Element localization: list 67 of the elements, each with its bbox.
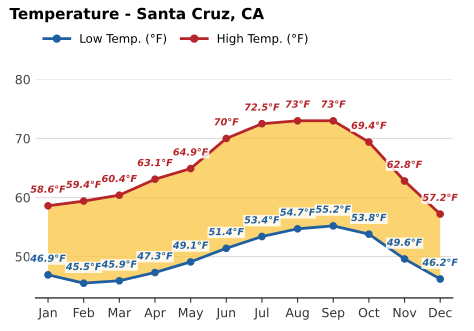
data-label: 64.9°F (173, 148, 208, 156)
data-label: 49.1°F (172, 241, 208, 249)
data-label: 72.5°F (244, 103, 280, 111)
data-label: 46.2°F (422, 258, 458, 266)
point (44, 271, 52, 279)
x-tick-label: Dec (429, 308, 452, 318)
data-label: 63.1°F (138, 158, 173, 166)
data-label: 53.8°F (351, 214, 387, 222)
data-label: 46.9°F (30, 254, 66, 262)
legend-label: Low Temp. (°F) (80, 34, 166, 46)
data-label: 73°F (286, 100, 310, 108)
point (80, 197, 88, 205)
data-label: 54.7°F (280, 208, 316, 216)
data-label: 62.8°F (387, 160, 422, 168)
y-tick-label: 70 (16, 134, 30, 144)
x-tick-label: Feb (74, 308, 94, 318)
point (186, 164, 194, 172)
point (186, 258, 194, 266)
data-label: 70°F (214, 118, 239, 126)
data-label: 45.9°F (102, 260, 137, 268)
data-label: 49.6°F (386, 238, 422, 246)
point (151, 268, 159, 276)
x-tick-label: Nov (394, 308, 416, 318)
data-label: 53.4°F (244, 216, 280, 224)
point (365, 230, 373, 238)
point (116, 276, 124, 285)
point (151, 175, 159, 184)
chart-title: Temperature - Santa Cruz, CA (10, 8, 264, 22)
legend-label: High Temp. (°F) (218, 34, 308, 46)
point (436, 210, 444, 218)
point (222, 134, 230, 142)
x-tick-label: May (178, 308, 204, 320)
x-tick-label: Sep (322, 308, 344, 320)
x-tick-label: Jul (254, 308, 268, 320)
point (436, 275, 444, 283)
point (329, 116, 338, 125)
point (400, 177, 408, 185)
point (258, 120, 266, 128)
x-tick-label: Oct (358, 308, 380, 318)
point (80, 279, 88, 287)
data-label: 45.5°F (66, 262, 102, 270)
point (329, 222, 338, 230)
data-label: 51.4°F (208, 228, 244, 236)
data-label: 58.6°F (30, 185, 66, 193)
point (44, 202, 52, 210)
data-label: 55.2°F (316, 205, 351, 213)
point (294, 225, 302, 233)
data-label: 73°F (321, 100, 346, 108)
point (258, 232, 266, 240)
data-label: 60.4°F (102, 174, 137, 182)
point (294, 116, 302, 125)
y-tick-label: 80 (16, 74, 30, 84)
y-tick-label: 60 (16, 193, 30, 202)
y-tick-label: 50 (16, 252, 30, 262)
x-tick-label: Jun (216, 308, 235, 320)
x-tick-label: Aug (285, 308, 309, 320)
point (400, 255, 408, 263)
data-label: 47.3°F (137, 252, 173, 260)
data-label: 59.4°F (66, 180, 102, 188)
point (116, 191, 124, 199)
x-tick-label: Apr (144, 308, 166, 320)
x-tick-label: Mar (108, 308, 132, 318)
point (222, 244, 230, 252)
point (365, 138, 373, 146)
x-tick-label: Jan (38, 308, 57, 320)
data-label: 57.2°F (422, 194, 458, 202)
data-label: 69.4°F (352, 122, 387, 130)
